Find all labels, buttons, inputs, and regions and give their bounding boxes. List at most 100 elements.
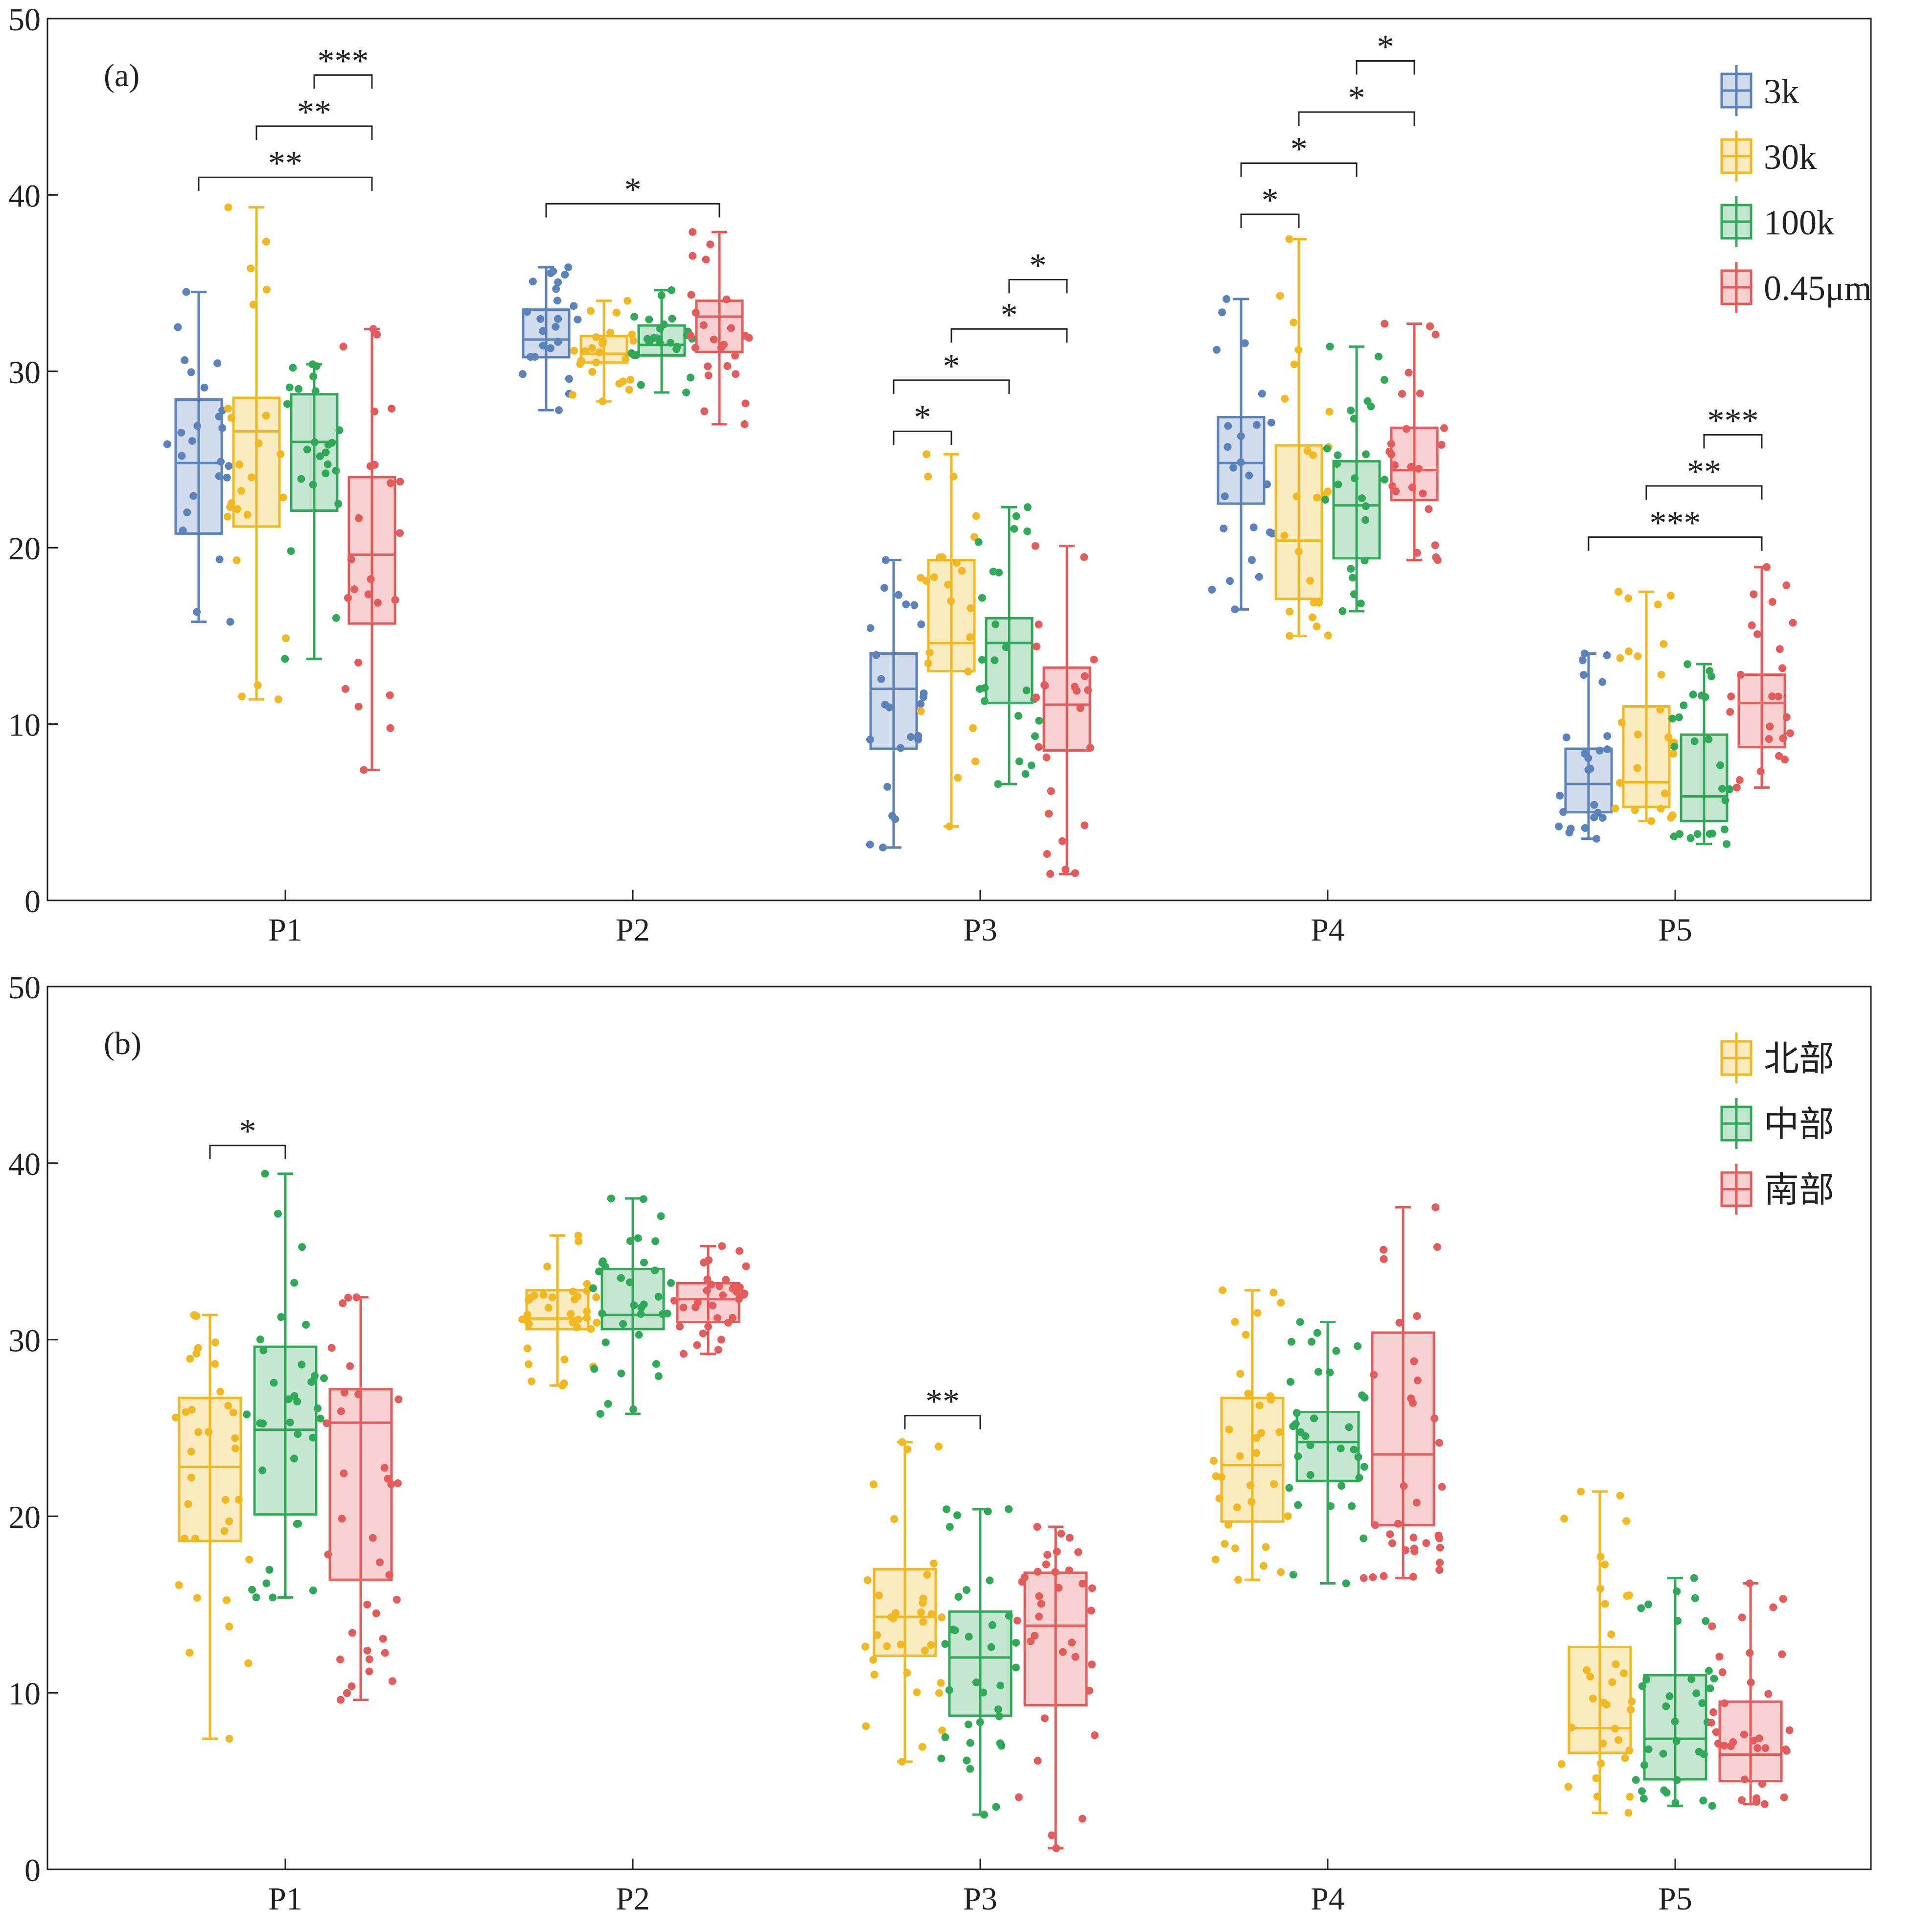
data-point [1435,1566,1444,1574]
box-body [1737,673,1786,748]
data-point [872,651,880,659]
data-point [592,333,600,341]
data-point [588,344,597,352]
data-point [518,1315,527,1324]
data-point [286,1418,294,1426]
data-point [347,555,355,564]
data-point [312,362,321,370]
data-point [323,1419,331,1427]
data-point [879,843,887,851]
data-point [629,1405,637,1413]
data-point [980,1811,988,1819]
data-point [963,1756,971,1765]
data-point [554,338,562,346]
data-point [523,1311,531,1319]
data-point [569,1318,577,1327]
box-group [1381,320,1448,564]
data-point [1246,1481,1254,1490]
data-point [1738,1796,1746,1804]
box-group [866,556,928,851]
data-point [1662,1702,1670,1710]
data-point [927,1641,935,1649]
data-point [722,1276,730,1284]
data-point [1637,1604,1645,1612]
data-point [187,1473,195,1482]
data-point [881,556,890,564]
data-point [937,1754,945,1763]
data-point [1313,493,1321,502]
data-point [598,1259,606,1267]
data-point [1327,1502,1335,1510]
data-point [596,1410,604,1418]
bracket-line [1240,162,1358,177]
data-point [925,648,934,657]
data-point [1781,1745,1790,1753]
data-point [1294,548,1303,556]
significance-bracket: ** [198,144,373,191]
data-point [346,1362,354,1370]
data-point [297,475,305,483]
data-point [1071,1653,1080,1661]
data-point [1633,764,1641,772]
data-point [1753,1744,1762,1752]
data-point [373,330,381,339]
data-point [1350,474,1359,483]
x-tick-label: P2 [616,912,650,948]
data-point [965,1633,973,1641]
data-point [1338,607,1347,615]
box-group [686,228,753,428]
data-point [1672,1737,1681,1745]
data-point [1748,621,1756,629]
data-point [682,389,691,396]
data-point [211,1360,219,1368]
data-point [1595,746,1604,755]
data-point [523,308,531,316]
data-point [945,1686,953,1694]
data-point [1720,1699,1729,1707]
box-group [1013,1523,1099,1852]
data-point [332,466,340,475]
data-point [324,1550,332,1559]
data-point [1360,1534,1368,1542]
data-point [337,1696,345,1704]
data-point [892,1609,899,1617]
data-point [1740,1730,1748,1739]
data-point [226,618,234,626]
data-point [1727,1742,1735,1750]
data-point [1766,722,1774,731]
data-point [1275,1428,1284,1436]
data-point [1023,503,1032,511]
data-point [1247,1497,1256,1506]
data-point [1213,345,1221,354]
data-point [340,1388,348,1397]
data-point [309,1433,317,1442]
data-point [1779,1595,1787,1603]
data-point [1253,1309,1262,1317]
data-point [1360,1463,1368,1471]
data-point [1347,565,1355,573]
data-point [184,1500,192,1508]
data-point [354,1390,363,1399]
data-point [1726,708,1734,716]
data-point [866,624,875,632]
data-point [927,1610,936,1618]
data-point [898,1438,906,1446]
data-point [1709,1708,1717,1716]
box-group [670,1242,750,1358]
data-point [229,1408,237,1417]
data-point [1567,825,1575,833]
data-point [623,297,632,305]
data-point [339,343,347,351]
data-point [938,1726,946,1735]
data-point [1059,1648,1067,1656]
data-point [1436,1559,1444,1567]
data-point [954,1593,963,1601]
data-point [1245,471,1253,480]
legend-label: 30k [1764,138,1817,177]
significance-bracket: * [950,296,1068,343]
data-point [1402,425,1410,433]
data-point [225,1622,233,1631]
data-point [1712,1728,1720,1736]
data-point [1306,1441,1314,1449]
